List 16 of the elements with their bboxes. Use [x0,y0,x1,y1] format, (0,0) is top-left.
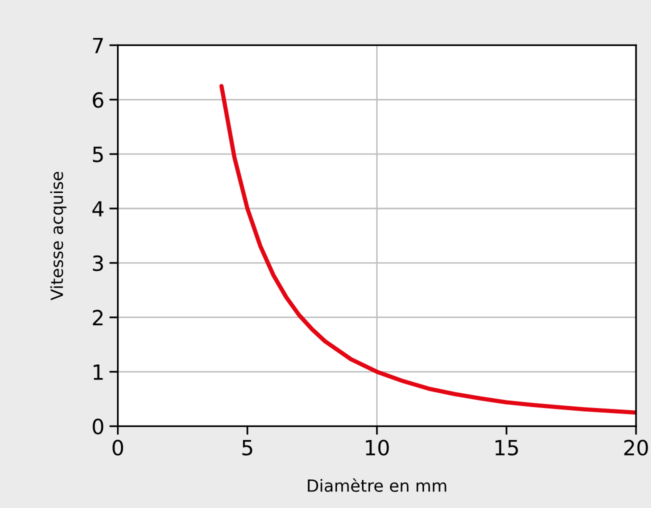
y-tick-label: 4 [92,201,104,216]
x-tick-label: 15 [496,440,518,456]
y-tick-label: 3 [92,255,103,272]
line-series [219,84,636,415]
y-axis-title: Vitesse acquise [50,172,66,300]
x-tick-label: 0 [112,440,124,456]
x-tick-label: 5 [242,440,252,456]
y-tick-label: 7 [93,38,103,54]
x-tick-label: 10 [366,440,389,456]
y-tick-label: 2 [92,310,103,326]
x-tick-label: 20 [624,440,648,456]
x-axis-title: Diamètre en mm [308,478,446,492]
y-tick-label: 1 [94,364,103,380]
y-tick-label: 6 [92,92,104,108]
y-tick-label: 0 [92,418,104,434]
y-tick-label: 5 [92,146,103,162]
